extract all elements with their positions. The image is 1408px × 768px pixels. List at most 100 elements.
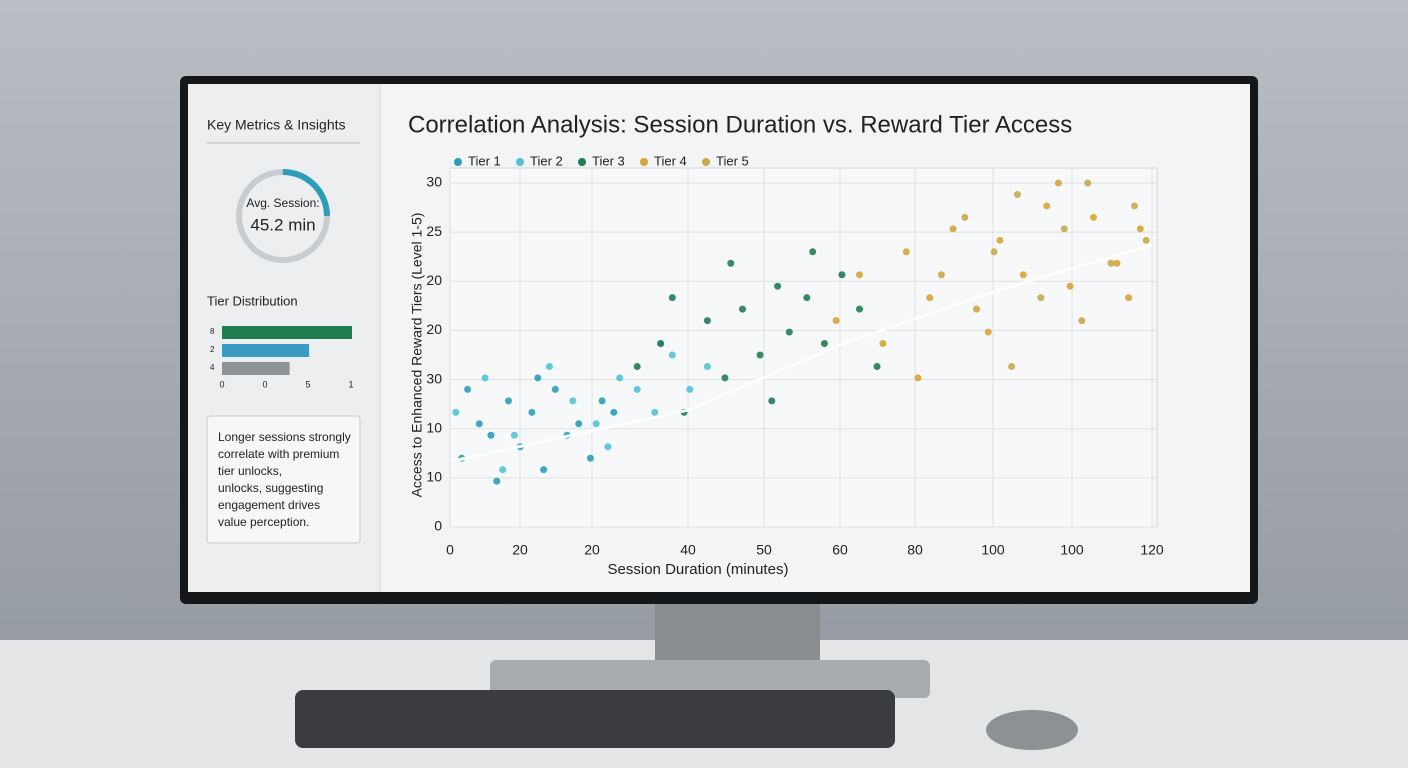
x-tick-label: 120: [1140, 542, 1164, 558]
scatter-point: [651, 408, 659, 416]
scatter-point: [686, 385, 694, 393]
legend-swatch: [640, 158, 648, 166]
scatter-point: [996, 236, 1004, 244]
legend-label: Tier 3: [592, 153, 625, 168]
legend-label: Tier 2: [530, 153, 563, 168]
distribution-bar: [222, 362, 290, 375]
scatter-point: [598, 397, 606, 405]
scatter-point: [961, 213, 969, 221]
y-tick-label: 10: [426, 419, 442, 435]
scatter-point: [1060, 225, 1068, 233]
scatter-point: [785, 328, 793, 336]
x-tick-label: 20: [584, 542, 600, 558]
sidebar-heading: Key Metrics & Insights: [207, 117, 346, 133]
legend-swatch: [578, 158, 586, 166]
note-box: [206, 415, 361, 544]
y-tick-label: 30: [426, 370, 442, 386]
scatter-point: [534, 374, 542, 382]
x-tick-label: 100: [981, 542, 1005, 558]
scatter-point: [528, 408, 536, 416]
scatter-point: [1078, 317, 1086, 325]
scatter-point: [879, 340, 887, 348]
y-axis-label: Access to Enhanced Reward Tiers (Level 1…: [409, 213, 425, 498]
distribution-axis-label: 1: [348, 379, 353, 389]
y-tick-label: 25: [426, 223, 442, 239]
note-line: engagement drives: [218, 498, 320, 512]
scatter-point: [1019, 271, 1027, 279]
chart-panel: Correlation Analysis: Session Duration v…: [408, 111, 1072, 578]
note-line: unlocks, suggesting: [218, 481, 323, 495]
x-tick-label: 60: [832, 542, 848, 558]
gauge-arc: [282, 169, 330, 217]
scatter-point: [902, 248, 910, 256]
mouse: [986, 710, 1078, 750]
scatter-point: [452, 408, 460, 416]
scatter-point: [464, 385, 472, 393]
plot-area: [449, 167, 1158, 528]
scatter-point: [505, 397, 512, 405]
scatter-point: [1090, 213, 1097, 221]
x-tick-label: 100: [1060, 542, 1084, 558]
scatter-point: [1054, 179, 1062, 187]
scatter-point: [475, 420, 483, 428]
trend-line: [449, 243, 1153, 464]
scatter-point: [569, 397, 577, 405]
distribution-label: 4: [210, 363, 215, 372]
scatter-point: [633, 362, 641, 370]
scatter-point: [604, 443, 612, 451]
x-tick-label: 20: [512, 542, 528, 558]
scatter-point: [586, 454, 594, 462]
distribution-label: 8: [210, 327, 215, 336]
legend-swatch: [454, 158, 462, 166]
scatter-point: [545, 362, 553, 370]
scatter-point: [657, 340, 665, 348]
note-line: tier unlocks,: [218, 464, 282, 478]
x-tick-label: 50: [756, 542, 772, 558]
legend-label: Tier 5: [716, 153, 749, 168]
scatter-point: [487, 431, 495, 439]
scatter-point: [949, 225, 957, 233]
legend-swatch: [516, 158, 524, 166]
monitor-stand: [655, 600, 820, 670]
scatter-point: [616, 374, 624, 382]
scatter-point: [856, 271, 863, 279]
scatter-point: [973, 305, 980, 313]
scatter-point: [914, 374, 922, 382]
distribution-axis-label: 0: [262, 379, 267, 389]
scatter-point: [703, 362, 711, 370]
scatter-point: [926, 294, 934, 302]
distribution-bar: [222, 326, 352, 339]
note-line: correlate with premium: [218, 447, 339, 461]
y-tick-label: 20: [426, 272, 442, 288]
chart-title: Correlation Analysis: Session Duration v…: [408, 111, 1072, 138]
scatter-point: [551, 385, 559, 393]
distribution-title: Tier Distribution: [207, 293, 298, 308]
stand-base: [490, 660, 930, 698]
scatter-point: [1013, 190, 1021, 198]
y-tick-label: 20: [426, 321, 442, 337]
y-tick-label: 10: [426, 469, 442, 485]
scatter-point: [703, 317, 711, 325]
y-tick-label: 0: [434, 518, 442, 534]
scatter-point: [721, 374, 729, 382]
distribution-label: 2: [210, 345, 215, 354]
scatter-point: [1037, 294, 1045, 302]
note-line: value perception.: [218, 515, 309, 529]
scatter-point: [727, 259, 735, 267]
scatter-point: [1130, 202, 1138, 210]
scatter-point: [1084, 179, 1092, 187]
scatter-point: [1125, 294, 1133, 302]
note-line: Longer sessions strongly: [218, 430, 351, 444]
scatter-point: [809, 248, 817, 256]
scatter-point: [1008, 362, 1016, 370]
scatter-point: [481, 374, 489, 382]
scatter-point: [838, 271, 846, 279]
legend-label: Tier 1: [468, 153, 501, 168]
scatter-point: [592, 420, 600, 428]
scatter-point: [984, 328, 992, 336]
scatter-point: [668, 294, 676, 302]
scatter-point: [1066, 282, 1074, 290]
scatter-point: [768, 397, 776, 405]
scatter-point: [610, 408, 618, 416]
